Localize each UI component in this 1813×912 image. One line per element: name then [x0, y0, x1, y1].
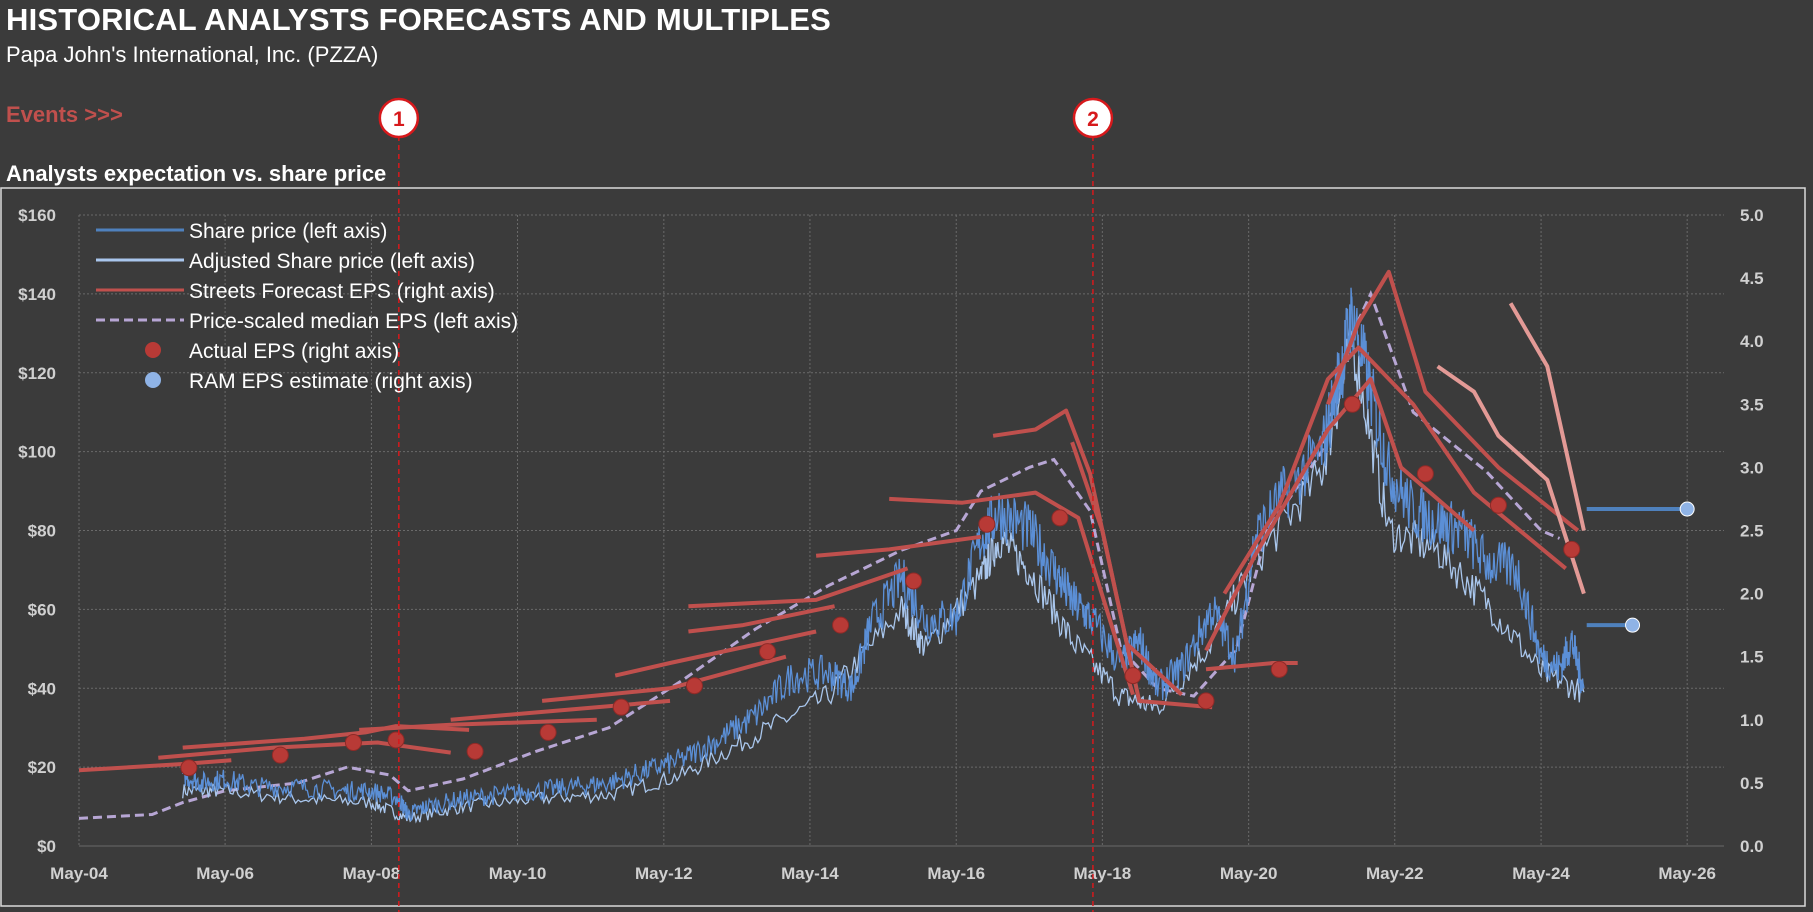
actual-eps-point — [466, 742, 484, 760]
actual-eps-point — [1124, 667, 1142, 685]
streets-forecast-eps-line — [359, 717, 597, 732]
legend-label: Streets Forecast EPS (right axis) — [189, 280, 495, 303]
ram-eps-point — [1625, 617, 1641, 633]
adjusted-share-price-line — [182, 322, 1585, 824]
streets-forecast-eps-line — [1205, 661, 1298, 672]
x-tick-label: May-06 — [196, 864, 254, 883]
grid-layer — [78, 214, 1724, 847]
actual-eps-point — [180, 759, 198, 777]
x-tick-label: May-24 — [1512, 864, 1570, 883]
x-tick-label: May-16 — [927, 864, 985, 883]
actual-eps-point — [1416, 465, 1434, 483]
actual-eps-point — [1563, 540, 1581, 558]
x-tick-label: May-22 — [1366, 864, 1424, 883]
y-left-tick-label: $60 — [28, 600, 56, 619]
actual-eps-point — [387, 731, 405, 749]
streets-forecast-eps-recent-line — [1436, 364, 1586, 595]
actual-eps-point — [1270, 660, 1288, 678]
y-right-tick-label: 1.0 — [1740, 711, 1764, 730]
y-right-tick-label: 3.0 — [1740, 458, 1764, 477]
series-layer — [78, 269, 1695, 824]
x-tick-label: May-12 — [635, 864, 693, 883]
event-marker — [378, 97, 420, 139]
x-tick-label: May-08 — [343, 864, 401, 883]
chart-frame — [0, 187, 1806, 907]
y-left-tick-label: $20 — [28, 758, 56, 777]
median-eps-line — [78, 289, 1561, 820]
streets-forecast-eps-line — [815, 534, 982, 558]
actual-eps-point — [539, 723, 557, 741]
actual-eps-point — [1051, 509, 1069, 527]
y-left-tick-label: $160 — [18, 206, 56, 225]
y-left-tick-label: $100 — [18, 443, 56, 462]
streets-forecast-eps-line — [450, 698, 671, 722]
x-tick-label: May-14 — [781, 864, 839, 883]
streets-forecast-eps-line — [1326, 269, 1580, 533]
legend-swatch-actual-eps — [145, 342, 161, 358]
y-left-tick-label: $80 — [28, 522, 56, 541]
ram-eps-point — [1679, 501, 1695, 517]
streets-forecast-eps-line — [1070, 441, 1213, 710]
actual-eps-point — [978, 515, 996, 533]
y-right-tick-label: 2.0 — [1740, 585, 1764, 604]
y-left-tick-label: $0 — [37, 837, 56, 856]
actual-eps-point — [612, 698, 630, 716]
streets-forecast-eps-line — [688, 566, 909, 609]
legend-label: Adjusted Share price (left axis) — [189, 250, 475, 273]
y-right-tick-label: 0.5 — [1740, 774, 1764, 793]
y-right-tick-label: 0.0 — [1740, 837, 1764, 856]
streets-forecast-eps-line — [688, 604, 836, 634]
events-label: Events >>> — [6, 102, 123, 127]
event-marker — [1072, 97, 1114, 139]
axis-layer: $0 $20 $40 $60 $80 $100 $120 $140 $160 0.0 0.5 1.0 1… — [18, 206, 1763, 883]
chart-section-title: Analysts expectation vs. share price — [6, 161, 387, 186]
y-left-tick-label: $120 — [18, 364, 56, 383]
actual-eps-point — [759, 643, 777, 661]
x-tick-label: May-10 — [489, 864, 547, 883]
x-tick-label: May-18 — [1074, 864, 1132, 883]
streets-forecast-eps-line — [158, 740, 451, 760]
streets-forecast-eps-line — [992, 408, 1183, 697]
actual-eps-point — [832, 616, 850, 634]
page-title: HISTORICAL ANALYSTS FORECASTS AND MULTIP… — [6, 2, 831, 37]
event-marker-label: 2 — [1087, 108, 1099, 131]
actual-eps-point — [271, 746, 289, 764]
streets-forecast-eps-line — [1222, 345, 1567, 595]
y-right-tick-label: 4.0 — [1740, 332, 1764, 351]
y-left-tick-label: $40 — [28, 679, 56, 698]
actual-eps-point — [1343, 395, 1361, 413]
actual-eps-point — [1197, 692, 1215, 710]
y-left-tick-label: $140 — [18, 285, 56, 304]
y-right-tick-label: 5.0 — [1740, 206, 1764, 225]
actual-eps-point — [344, 734, 362, 752]
x-tick-label: May-26 — [1658, 864, 1716, 883]
y-right-tick-label: 1.5 — [1740, 648, 1764, 667]
legend-label: Share price (left axis) — [189, 220, 387, 243]
y-right-tick-label: 3.5 — [1740, 395, 1764, 414]
streets-forecast-eps-line — [541, 654, 787, 703]
legend-swatch-ram-eps — [145, 372, 161, 388]
legend-label: Price-scaled median EPS (left axis) — [189, 310, 518, 333]
x-tick-label: May-04 — [50, 864, 108, 883]
streets-forecast-eps-recent-line — [1508, 302, 1586, 531]
streets-forecast-eps-line — [78, 758, 232, 773]
event-marker-label: 1 — [393, 108, 405, 131]
actual-eps-point — [685, 677, 703, 695]
legend-label: RAM EPS estimate (right axis) — [189, 370, 473, 393]
legend-label: Actual EPS (right axis) — [189, 340, 399, 363]
x-tick-label: May-20 — [1220, 864, 1278, 883]
streets-forecast-eps-line — [614, 629, 817, 678]
legend-layer: Share price (left axis) Adjusted Share pr… — [96, 220, 518, 393]
y-right-tick-label: 2.5 — [1740, 522, 1764, 541]
actual-eps-point — [1489, 496, 1507, 514]
actual-eps-point — [905, 572, 923, 590]
company-subtitle: Papa John's International, Inc. (PZZA) — [6, 42, 379, 67]
streets-forecast-eps-line — [889, 490, 1135, 696]
y-right-tick-label: 4.5 — [1740, 269, 1764, 288]
